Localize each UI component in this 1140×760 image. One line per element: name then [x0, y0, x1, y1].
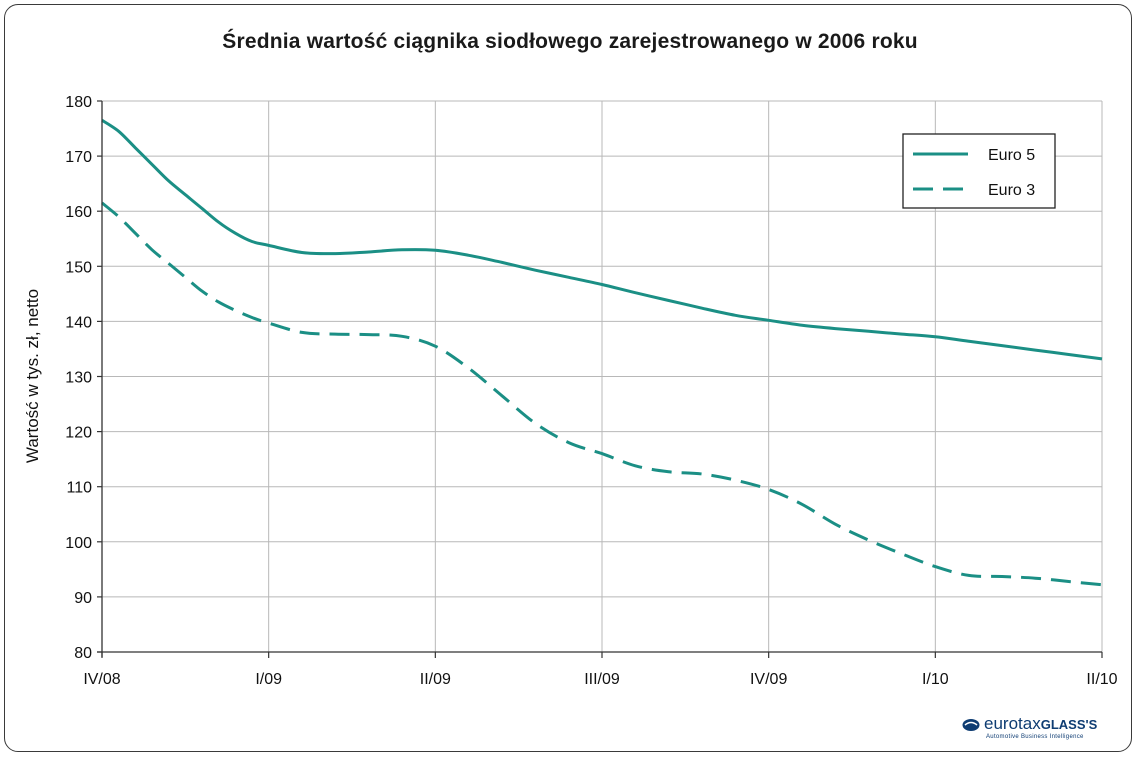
x-tick-label: III/09 [584, 671, 620, 688]
y-tick-label: 90 [74, 590, 92, 607]
y-tick-label: 110 [66, 480, 92, 497]
y-tick-label: 100 [65, 535, 92, 552]
chart-title: Średnia wartość ciągnika siodłowego zare… [222, 30, 918, 53]
y-axis-label: Wartość w tys. zł, netto [23, 289, 42, 463]
legend-label-euro5: Euro 5 [988, 147, 1035, 164]
legend-box [902, 133, 1056, 209]
x-tick-label: II/09 [420, 671, 451, 688]
x-tick-label: I/09 [255, 671, 282, 688]
y-tick-label: 160 [65, 204, 92, 221]
x-tick-label: II/10 [1086, 671, 1117, 688]
x-tick-label: IV/09 [750, 671, 787, 688]
logo-text: eurotaxGLASS'S [984, 714, 1098, 733]
legend: Euro 5 Euro 3 [902, 133, 1056, 209]
y-tick-label: 150 [65, 259, 92, 276]
logo-swirl-icon [962, 719, 980, 731]
y-tick-label: 120 [65, 425, 92, 442]
y-tick-label: 180 [65, 94, 92, 111]
series-line-euro5 [101, 119, 1103, 361]
x-tick-label: I/10 [922, 671, 949, 688]
y-tick-label: 140 [65, 314, 92, 331]
eurotax-glass-logo: eurotaxGLASS'S Automotive Business Intel… [962, 714, 1134, 746]
y-tick-label: 130 [65, 370, 92, 387]
legend-label-euro3: Euro 3 [988, 182, 1035, 199]
logo-tagline: Automotive Business Intelligence [986, 734, 1084, 740]
y-tick-label: 170 [65, 149, 92, 166]
series-line-euro3 [101, 201, 1103, 587]
x-tick-label: IV/08 [83, 671, 120, 688]
y-tick-label: 80 [74, 645, 92, 662]
